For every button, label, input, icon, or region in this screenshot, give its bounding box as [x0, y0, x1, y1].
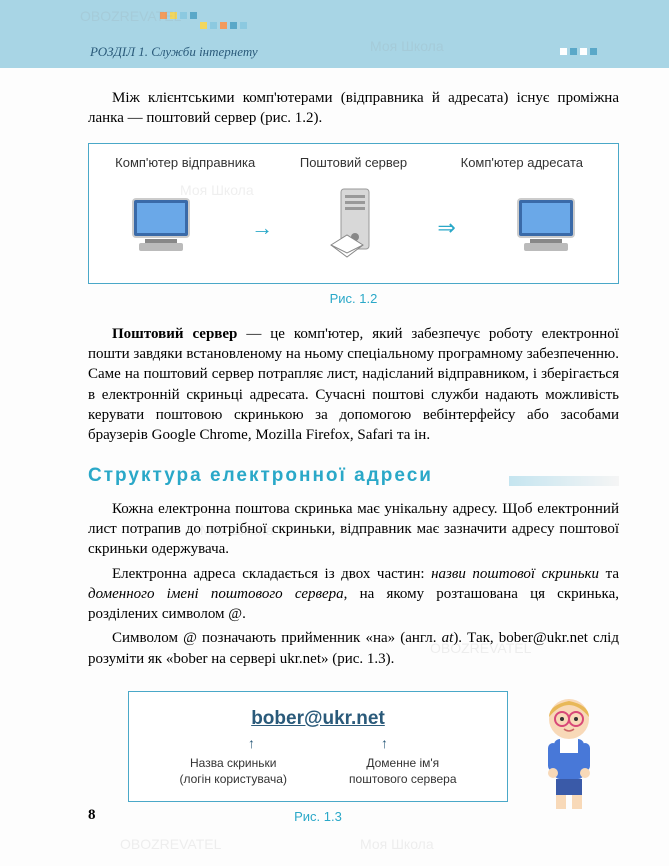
italic-term: доменного імені поштового сервера: [88, 586, 344, 602]
figure-1-2: Комп'ютер відправника Поштовий сервер Ко…: [88, 143, 619, 285]
server-icon: [327, 187, 383, 269]
email-left-label: Назва скриньки (логін користувача): [155, 755, 311, 787]
paragraph-4: Електронна адреса складається із двох ча…: [88, 564, 619, 625]
term-bold: Поштовий сервер: [112, 326, 237, 342]
email-example: bober@ukr.net: [155, 706, 481, 732]
fig1-label-server: Поштовий сервер: [269, 154, 437, 172]
italic-term: at: [442, 630, 454, 646]
fig1-caption: Рис. 1.2: [88, 290, 619, 308]
figure-1-3-wrap: bober@ukr.net ↑ ↑ Назва скриньки (логін …: [88, 691, 619, 841]
breadcrumb: РОЗДІЛ 1. Служби інтернету: [90, 44, 258, 60]
arrow-icon: →: [245, 213, 279, 243]
page-number: 8: [88, 807, 96, 824]
page-root: OBOZREVATEL Моя Школа Моя Школа Моя Школ…: [0, 0, 669, 866]
section-title: Структура електронної адреси: [88, 463, 619, 489]
figure-1-3: bober@ukr.net ↑ ↑ Назва скриньки (логін …: [128, 691, 508, 802]
up-arrow-icon: ↑: [248, 736, 255, 755]
up-arrow-icon: ↑: [381, 736, 388, 755]
italic-term: назви пошто­вої скриньки: [431, 566, 599, 582]
paragraph-text: — це комп'ютер, який забезпечує роботу е…: [88, 326, 619, 443]
email-right-label: Доменне ім'я поштового сервера: [325, 755, 481, 787]
text-span: Електронна адреса складається із двох ча…: [112, 566, 431, 582]
fig2-caption: Рис. 1.3: [128, 808, 508, 826]
character-illustration-icon: [526, 691, 612, 817]
header-band: РОЗДІЛ 1. Служби інтернету: [0, 0, 669, 68]
computer-icon: [510, 195, 582, 261]
paragraph-5: Символом @ позначають прийменник «на» (а…: [88, 628, 619, 669]
arrow-icon: ⇒: [431, 213, 461, 243]
content-area: Між клієнтськими комп'ютерами (відправни…: [0, 68, 669, 851]
text-span: Символом @ позначають прийменник «на» (а…: [112, 630, 442, 646]
paragraph-server: Поштовий сервер — це комп'ютер, який заб…: [88, 324, 619, 446]
fig1-label-recipient: Комп'ютер адресата: [438, 154, 606, 172]
paragraph-3: Кожна електронна поштова скринька має ун…: [88, 499, 619, 560]
paragraph-intro: Між клієнтськими комп'ютерами (відправни…: [88, 88, 619, 129]
text-span: та: [599, 566, 619, 582]
fig1-label-sender: Комп'ютер відправника: [101, 154, 269, 172]
computer-icon: [125, 195, 197, 261]
